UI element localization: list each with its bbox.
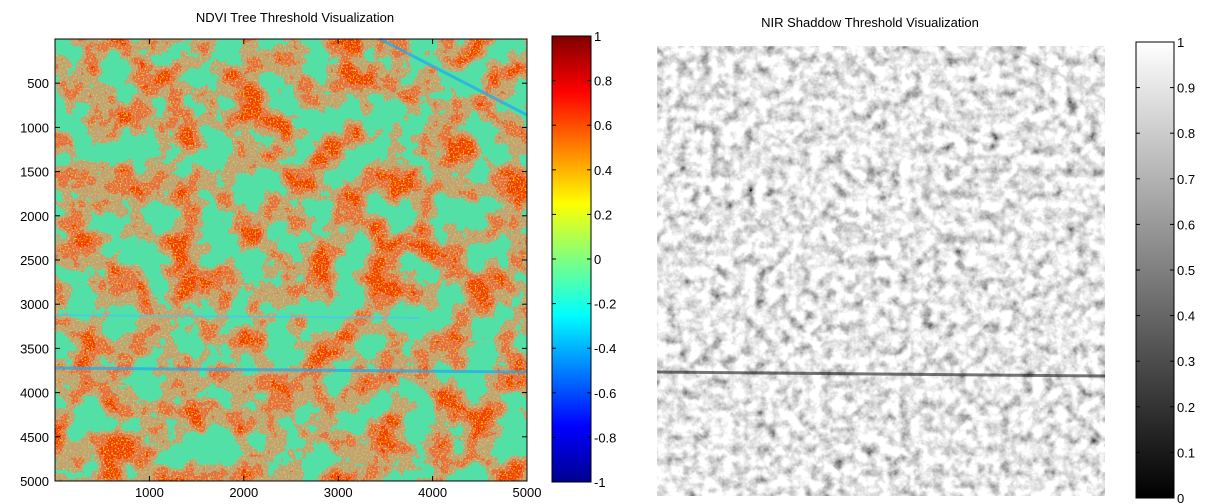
ndvi-ytick-label: 1000 bbox=[20, 120, 49, 135]
ndvi-cbar-tick-label: 0.8 bbox=[594, 74, 612, 89]
ndvi-ytick-label: 500 bbox=[27, 76, 49, 91]
ndvi-xtick-label: 4000 bbox=[418, 485, 447, 500]
nir-cbar-tick-label: 0.6 bbox=[1177, 217, 1195, 232]
ndvi-road-horizontal-2 bbox=[54, 314, 421, 319]
ndvi-colorbar-ticks: -1 -0.8 -0.6 -0.4 -0.2 0 0.2 0.4 0.6 0.8 1 bbox=[552, 29, 616, 490]
ndvi-ytick-label: 5000 bbox=[20, 474, 49, 489]
ndvi-xtick-label: 5000 bbox=[513, 485, 542, 500]
nir-image bbox=[657, 46, 1105, 496]
nir-cbar-tick-label: 0.8 bbox=[1177, 126, 1195, 141]
nir-colorbar-gradient bbox=[1135, 41, 1175, 499]
ndvi-ytick-label: 3000 bbox=[20, 297, 49, 312]
ndvi-colorbar bbox=[551, 35, 592, 483]
ndvi-ytick-label: 1500 bbox=[20, 165, 49, 180]
ndvi-xtick-label: 1000 bbox=[135, 485, 164, 500]
nir-colorbar bbox=[1135, 41, 1175, 499]
ndvi-plot-area bbox=[54, 37, 528, 482]
ndvi-cbar-tick-label: -0.8 bbox=[594, 430, 616, 445]
ndvi-cbar-tick-label: 0.4 bbox=[594, 163, 612, 178]
ndvi-cbar-tick-label: 0.6 bbox=[594, 118, 612, 133]
ndvi-ytick-label: 4500 bbox=[20, 430, 49, 445]
ndvi-axes: 1000 2000 3000 4000 5000 500 1000 1500 2000 2500 3… bbox=[20, 39, 541, 500]
nir-cbar-tick-label: 0.9 bbox=[1177, 81, 1195, 96]
ndvi-chart-title: NDVI Tree Threshold Visualization bbox=[196, 10, 394, 25]
ndvi-ytick-label: 2000 bbox=[20, 209, 49, 224]
ndvi-cbar-tick-label: 0 bbox=[594, 252, 601, 267]
ndvi-ytick-label: 2500 bbox=[20, 253, 49, 268]
nir-cbar-tick-label: 0.2 bbox=[1177, 400, 1195, 415]
ndvi-xtick-label: 3000 bbox=[324, 485, 353, 500]
ndvi-cbar-tick-label: -0.6 bbox=[594, 386, 616, 401]
ndvi-cbar-tick-label: -0.2 bbox=[594, 297, 616, 312]
ndvi-road-diagonal bbox=[379, 37, 528, 117]
nir-chart-title: NIR Shaddow Threshold Visualization bbox=[761, 15, 979, 30]
ndvi-cbar-tick-label: 0.2 bbox=[594, 207, 612, 222]
nir-cbar-tick-label: 0 bbox=[1177, 491, 1184, 504]
nir-road-diagonal bbox=[1009, 44, 1106, 102]
nir-cbar-tick-label: 0.3 bbox=[1177, 354, 1195, 369]
ndvi-image bbox=[55, 39, 527, 481]
nir-cbar-tick-label: 0.1 bbox=[1177, 445, 1195, 460]
nir-cbar-tick-label: 1 bbox=[1177, 35, 1184, 50]
ndvi-cbar-tick-label: 1 bbox=[594, 29, 601, 44]
nir-colorbar-ticks: 0 0.1 0.2 0.3 0.4 0.5 0.6 0.7 0.8 0.9 1 bbox=[1136, 35, 1195, 504]
nir-cbar-tick-label: 0.4 bbox=[1177, 309, 1195, 324]
ndvi-colorbar-gradient bbox=[551, 35, 592, 483]
ndvi-cbar-tick-label: -1 bbox=[594, 475, 606, 490]
ndvi-cbar-tick-label: -0.4 bbox=[594, 341, 616, 356]
ndvi-ytick-label: 4000 bbox=[20, 386, 49, 401]
ndvi-road-horizontal bbox=[54, 366, 528, 374]
ndvi-ytick-label: 3500 bbox=[20, 341, 49, 356]
ndvi-xtick-label: 2000 bbox=[229, 485, 258, 500]
nir-road-horizontal bbox=[656, 370, 1106, 378]
nir-plot-area bbox=[656, 44, 1106, 496]
nir-cbar-tick-label: 0.5 bbox=[1177, 263, 1195, 278]
nir-cbar-tick-label: 0.7 bbox=[1177, 172, 1195, 187]
